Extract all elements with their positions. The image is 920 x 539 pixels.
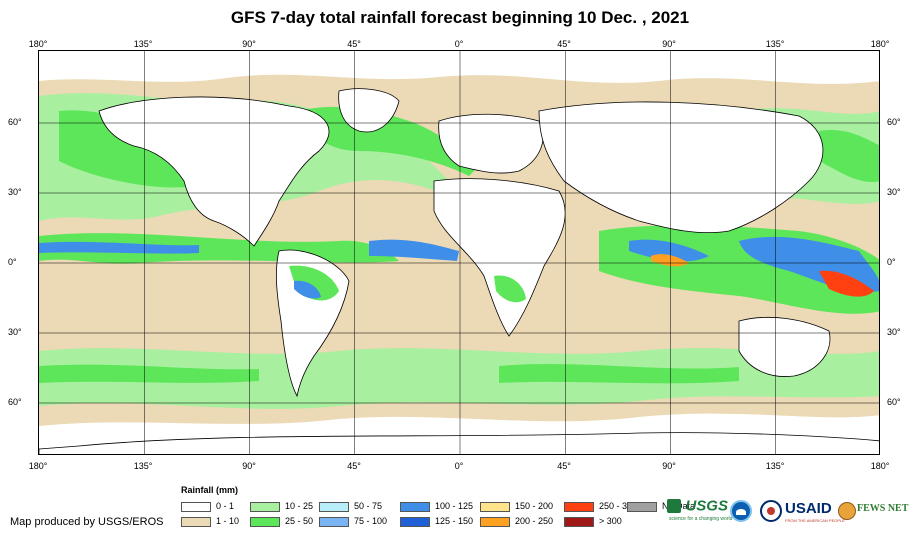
lat-tick-left: 30° bbox=[8, 187, 22, 197]
atlantic-itcz-heavy-rain bbox=[369, 239, 459, 261]
lon-tick-top: 180° bbox=[28, 39, 48, 49]
lat-tick-left: 60° bbox=[8, 397, 22, 407]
lat-tick-right: 0° bbox=[887, 257, 896, 267]
legend-swatch bbox=[250, 517, 280, 527]
legend-swatch bbox=[480, 517, 510, 527]
map-title: GFS 7-day total rainfall forecast beginn… bbox=[230, 8, 690, 27]
legend-swatch bbox=[400, 517, 430, 527]
legend-label: 250 - 300 bbox=[599, 501, 638, 511]
legend-label: 10 - 25 bbox=[285, 501, 314, 511]
south-indian-ocean-moderate-rain bbox=[499, 363, 739, 384]
amazon-heavy-rain bbox=[294, 280, 321, 299]
usaid-tagline: FROM THE AMERICAN PEOPLE bbox=[785, 518, 845, 523]
rainfall-map bbox=[38, 50, 880, 455]
north-atlantic-moderate-rain bbox=[299, 106, 479, 176]
lon-tick-top: 90° bbox=[242, 39, 256, 49]
rainfall-map-canvas bbox=[39, 51, 879, 454]
lon-tick-bottom: 135° bbox=[133, 461, 153, 471]
coral-sea-extreme-rain bbox=[819, 270, 874, 297]
northwest-pacific-moderate-rain bbox=[819, 130, 879, 182]
usaid-logo: USAID FROM THE AMERICAN PEOPLE bbox=[785, 500, 845, 523]
usgs-logo: USGS science for a changing world bbox=[667, 497, 732, 522]
usgs-wordmark: USGS bbox=[685, 497, 728, 515]
legend-label: 150 - 200 bbox=[515, 501, 554, 511]
indian-ocean-heavy-rain bbox=[629, 239, 709, 262]
legend-swatch bbox=[400, 502, 430, 512]
lat-tick-left: 30° bbox=[8, 327, 22, 337]
europe bbox=[438, 113, 544, 174]
lat-tick-right: 60° bbox=[887, 117, 901, 127]
asia bbox=[538, 101, 824, 234]
lon-tick-top: 135° bbox=[765, 39, 785, 49]
legend-swatch bbox=[627, 502, 657, 512]
continent-outlines bbox=[39, 88, 879, 454]
legend-swatch bbox=[250, 502, 280, 512]
legend-label: 0 - 1 bbox=[216, 501, 235, 511]
usgs-wave-icon bbox=[667, 498, 681, 513]
lon-tick-bottom: 90° bbox=[242, 461, 256, 471]
legend-label: > 300 bbox=[599, 516, 622, 526]
lon-tick-bottom: 45° bbox=[347, 461, 361, 471]
legend-swatch bbox=[181, 502, 211, 512]
legend-title: Rainfall (mm) bbox=[181, 485, 239, 495]
graticule bbox=[39, 51, 879, 454]
north-america bbox=[98, 96, 330, 247]
lat-tick-right: 30° bbox=[887, 327, 901, 337]
lon-tick-bottom: 180° bbox=[870, 461, 890, 471]
lon-tick-bottom: 45° bbox=[557, 461, 571, 471]
southern-ocean-moderate-rain bbox=[39, 364, 259, 383]
lon-tick-top: 180° bbox=[870, 39, 890, 49]
legend-label: 200 - 250 bbox=[515, 516, 554, 526]
lon-tick-top: 45° bbox=[347, 39, 361, 49]
lat-tick-left: 0° bbox=[8, 257, 17, 267]
noaa-logo-icon bbox=[730, 500, 752, 522]
legend-label: 100 - 125 bbox=[435, 501, 474, 511]
usaid-seal-icon bbox=[760, 500, 782, 522]
legend-label: 50 - 75 bbox=[354, 501, 383, 511]
lon-tick-bottom: 135° bbox=[765, 461, 785, 471]
map-credit: Map produced by USGS/EROS bbox=[10, 516, 164, 528]
legend-swatch bbox=[480, 502, 510, 512]
lon-tick-bottom: 90° bbox=[662, 461, 676, 471]
indian-ocean-intense-rain bbox=[651, 254, 689, 267]
legend-swatch bbox=[319, 502, 349, 512]
australia bbox=[738, 316, 831, 377]
lon-tick-bottom: 180° bbox=[28, 461, 48, 471]
lat-tick-right: 30° bbox=[887, 187, 901, 197]
usaid-wordmark: USAID bbox=[785, 500, 832, 517]
legend-label: 75 - 100 bbox=[354, 516, 388, 526]
fewsnet-globe-icon bbox=[838, 502, 856, 520]
legend-swatch bbox=[319, 517, 349, 527]
southern-ocean-rain bbox=[39, 348, 879, 409]
lon-tick-top: 45° bbox=[557, 39, 571, 49]
lon-tick-bottom: 0° bbox=[454, 461, 464, 471]
lon-tick-top: 90° bbox=[662, 39, 676, 49]
legend-swatch bbox=[181, 517, 211, 527]
pacific-itcz-heavy-rain bbox=[39, 241, 199, 254]
lon-tick-top: 0° bbox=[454, 39, 464, 49]
legend-swatch bbox=[564, 502, 594, 512]
arctic-dry-zone bbox=[39, 51, 879, 84]
antarctica bbox=[39, 432, 879, 454]
central-africa-rain bbox=[494, 275, 526, 303]
legend-swatch bbox=[564, 517, 594, 527]
legend-label: 125 - 150 bbox=[435, 516, 474, 526]
legend-label: 1 - 10 bbox=[216, 516, 240, 526]
usgs-tagline: science for a changing world bbox=[669, 516, 733, 522]
lat-tick-left: 60° bbox=[8, 117, 22, 127]
fewsnet-logo: FEWS NET bbox=[857, 503, 909, 514]
legend-label: 25 - 50 bbox=[285, 516, 314, 526]
lat-tick-right: 60° bbox=[887, 397, 901, 407]
lon-tick-top: 135° bbox=[133, 39, 153, 49]
